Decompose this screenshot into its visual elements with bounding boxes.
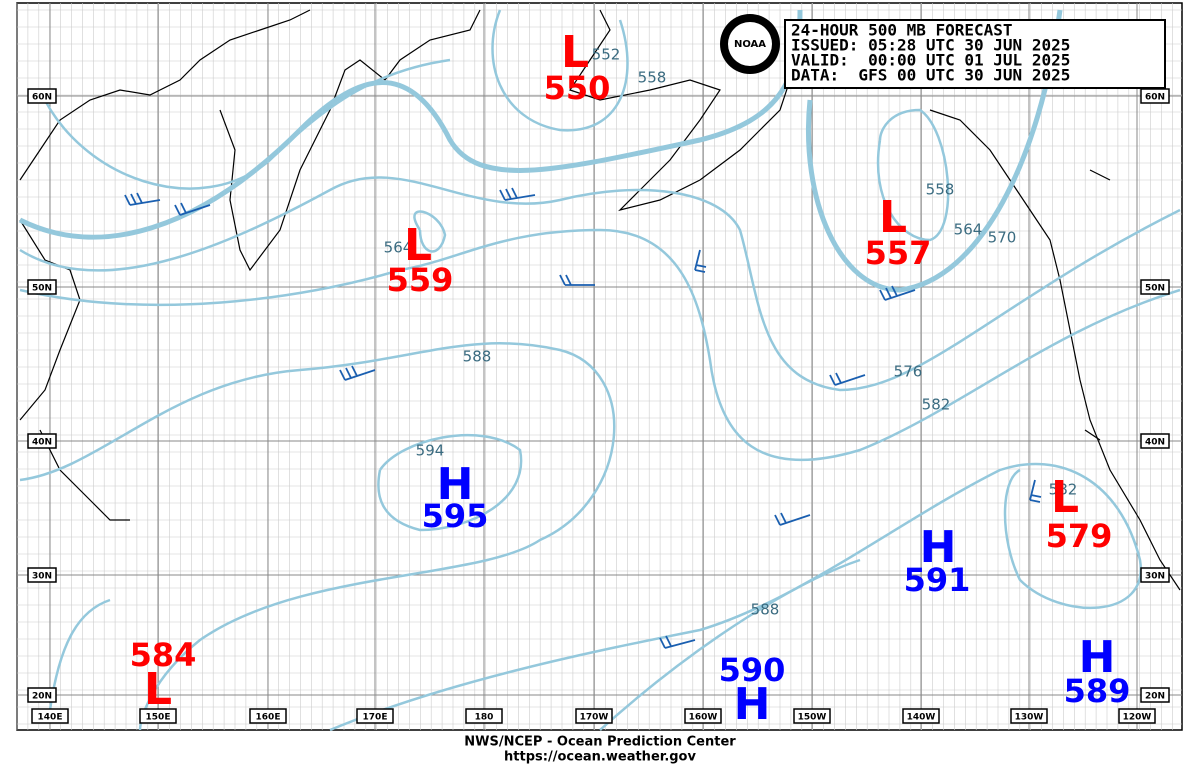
contour-label: 588 bbox=[463, 348, 492, 366]
contour-label: 552 bbox=[592, 46, 621, 64]
geo-label-box bbox=[1140, 279, 1170, 295]
contour-label: 594 bbox=[416, 442, 445, 460]
logo-text: NOAA bbox=[734, 39, 766, 50]
contour-label: 576 bbox=[894, 363, 923, 381]
geo-label-box bbox=[1140, 567, 1170, 583]
footer-agency: NWS/NCEP - Ocean Prediction Center bbox=[464, 735, 736, 750]
geo-label: 50N bbox=[32, 284, 52, 294]
center-value: 550 bbox=[544, 69, 611, 107]
header-box bbox=[784, 19, 1166, 89]
center-letter: H bbox=[734, 679, 771, 730]
contour-labels: 552 558 564 588 594 558 564 570 576 582 … bbox=[384, 46, 1078, 619]
center-value: 590 bbox=[719, 651, 786, 689]
geo-label: 150W bbox=[798, 713, 827, 723]
geo-label: 20N bbox=[1145, 692, 1165, 702]
geo-label: 160W bbox=[689, 713, 718, 723]
geo-label: 140E bbox=[38, 713, 63, 723]
geo-label-box bbox=[1140, 433, 1170, 449]
geo-label-box bbox=[139, 708, 177, 724]
geo-label: 160E bbox=[256, 713, 281, 723]
geo-label-box bbox=[575, 708, 613, 724]
geo-label: 170W bbox=[580, 713, 609, 723]
geo-label: 40N bbox=[1145, 438, 1165, 448]
center-value: 584 bbox=[130, 636, 197, 674]
geo-label-box bbox=[1140, 687, 1170, 703]
center-value: 579 bbox=[1046, 517, 1113, 555]
geo-label-box bbox=[1010, 708, 1048, 724]
geo-label-box bbox=[27, 687, 57, 703]
geo-label-box bbox=[684, 708, 722, 724]
contour-label: 588 bbox=[751, 601, 780, 619]
contour-label: 582 bbox=[922, 396, 951, 414]
map-frame bbox=[16, 2, 1183, 731]
geo-label-box bbox=[27, 433, 57, 449]
geo-label: 30N bbox=[1145, 572, 1165, 582]
center-letter: L bbox=[144, 664, 172, 715]
geo-label: 170E bbox=[363, 713, 388, 723]
center-value: 559 bbox=[387, 261, 454, 299]
contour-label: 564 bbox=[384, 239, 413, 257]
contour-label: 558 bbox=[638, 69, 667, 87]
center-letter: L bbox=[561, 27, 589, 78]
geo-label-box bbox=[27, 279, 57, 295]
contour-label: 564 bbox=[954, 221, 983, 239]
contour-label: 558 bbox=[926, 181, 955, 199]
center-letter: L bbox=[879, 192, 907, 243]
grid bbox=[16, 3, 1182, 730]
geo-label: 60N bbox=[1145, 93, 1165, 103]
geo-label-box bbox=[27, 567, 57, 583]
center-letter: H bbox=[437, 459, 474, 510]
geo-label-box bbox=[793, 708, 831, 724]
geo-label: 120W bbox=[1123, 713, 1152, 723]
center-letter: H bbox=[1079, 632, 1116, 683]
header-line: DATA: GFS 00 UTC 30 JUN 2025 bbox=[791, 66, 1070, 85]
geo-label: 40N bbox=[32, 438, 52, 448]
contour-label: 570 bbox=[988, 229, 1017, 247]
geo-label-box bbox=[31, 708, 69, 724]
center-value: 589 bbox=[1064, 672, 1131, 710]
geo-label: 30N bbox=[32, 572, 52, 582]
geo-label: 180 bbox=[475, 713, 494, 723]
geo-label-box bbox=[902, 708, 940, 724]
geo-label: 50N bbox=[1145, 284, 1165, 294]
geo-label: 130W bbox=[1015, 713, 1044, 723]
geo-label-box bbox=[356, 708, 394, 724]
center-letter: L bbox=[1051, 472, 1079, 523]
geo-label: 60N bbox=[32, 93, 52, 103]
geo-label: 20N bbox=[32, 692, 52, 702]
geo-label-box bbox=[249, 708, 287, 724]
center-letter: H bbox=[920, 522, 957, 573]
geo-label-box bbox=[27, 88, 57, 104]
wind-barbs bbox=[124, 187, 1042, 649]
height-contours bbox=[18, 9, 1181, 732]
geo-label-box bbox=[465, 708, 503, 724]
header: NOAA 24-HOUR 500 MB FORECAST ISSUED: 05:… bbox=[720, 14, 1166, 89]
contour-label: 582 bbox=[1049, 481, 1078, 499]
center-value: 595 bbox=[422, 497, 489, 535]
header-line: 24-HOUR 500 MB FORECAST bbox=[791, 21, 1013, 40]
geo-labels: 60N 60N 50N 50N 40N 40N 30N 30N 20N 20N 140E 150E 16… bbox=[27, 88, 1170, 724]
footer-url: https://ocean.weather.gov bbox=[504, 750, 696, 764]
header-line: VALID: 00:00 UTC 01 JUL 2025 bbox=[791, 51, 1070, 70]
geo-label-box bbox=[1140, 88, 1170, 104]
center-letter: L bbox=[404, 220, 432, 271]
center-value: 557 bbox=[865, 234, 932, 272]
header-line: ISSUED: 05:28 UTC 30 JUN 2025 bbox=[791, 36, 1070, 55]
center-value: 591 bbox=[904, 561, 971, 599]
geo-label: 150E bbox=[146, 713, 171, 723]
geo-label: 140W bbox=[907, 713, 936, 723]
geo-label-box bbox=[1118, 708, 1156, 724]
